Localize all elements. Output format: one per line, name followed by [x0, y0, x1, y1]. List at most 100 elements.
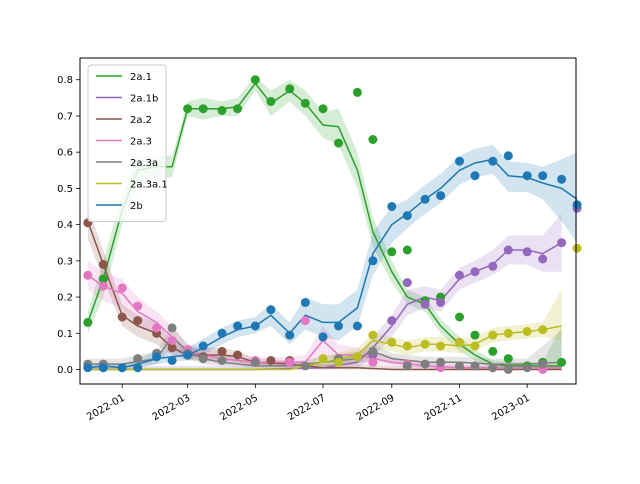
point-2b	[572, 200, 582, 210]
point-2a-1	[266, 97, 276, 106]
point-2a-2	[133, 316, 143, 326]
legend-label-2a-3a-1: 2a.3a.1	[130, 180, 168, 191]
y-tick-label: 0.1	[57, 329, 73, 340]
point-2a-3	[152, 323, 162, 333]
point-2a-3	[368, 357, 378, 367]
point-2b	[318, 332, 328, 342]
point-2a-3a	[217, 356, 227, 365]
point-2a-3a	[522, 363, 532, 373]
point-2a-3a-1	[334, 357, 343, 367]
point-2a-3a-1	[402, 341, 412, 351]
point-2a-3a	[503, 365, 513, 374]
point-2b	[488, 156, 498, 166]
y-axis: 0.0 0.1 0.2 0.3 0.4 0.5 0.6 0.7 0.8	[57, 75, 80, 376]
legend-label-2a-3a: 2a.3a	[130, 158, 158, 169]
point-2b	[402, 211, 412, 221]
point-2a-1b	[488, 261, 498, 271]
y-tick-label: 0.6	[57, 148, 73, 159]
point-2a-1b	[436, 298, 446, 307]
band-2a-1	[87, 76, 562, 370]
point-2b	[420, 194, 430, 204]
point-2a-1	[488, 346, 498, 356]
point-2a-3a	[455, 361, 464, 371]
point-2a-1	[318, 104, 328, 114]
point-2b	[152, 352, 162, 362]
point-2a-3a-1	[503, 328, 513, 338]
y-tick-label: 0.2	[57, 293, 73, 304]
point-2a-1	[352, 87, 362, 97]
band-2a-3	[87, 260, 562, 370]
point-2a-3a	[470, 361, 480, 371]
point-2a-3a	[198, 354, 208, 364]
point-2a-1	[183, 104, 193, 114]
point-2a-1	[387, 247, 397, 257]
point-2a-1	[557, 357, 567, 367]
point-2a-3	[133, 301, 143, 311]
point-2b	[98, 363, 108, 373]
point-2a-1	[198, 104, 208, 114]
point-2b	[538, 171, 548, 181]
point-2a-1	[217, 106, 227, 115]
point-2b	[233, 321, 243, 331]
point-2a-1b	[538, 254, 548, 264]
point-2a-3	[167, 336, 177, 345]
point-2a-3a	[538, 359, 548, 369]
point-2b	[117, 363, 127, 373]
point-2a-2	[233, 350, 243, 360]
legend-label-2a-1b: 2a.1b	[130, 94, 158, 105]
point-2a-1b	[470, 267, 480, 277]
point-2a-1	[250, 75, 260, 85]
point-2a-3a-1	[420, 339, 430, 349]
point-2a-1	[98, 274, 108, 284]
point-2a-1	[233, 104, 243, 114]
point-2a-3a-1	[368, 330, 378, 340]
point-2a-3a-1	[470, 341, 480, 351]
y-tick-label: 0.4	[57, 220, 73, 231]
point-2a-3	[117, 283, 127, 293]
point-2a-3a	[488, 363, 498, 373]
point-2b	[557, 174, 567, 184]
point-2b	[470, 171, 480, 181]
point-2a-1	[470, 330, 480, 340]
point-2a-1b	[557, 238, 567, 248]
point-2a-1	[368, 135, 378, 144]
point-2a-3a	[402, 361, 412, 371]
point-2a-1	[83, 317, 93, 327]
point-2a-1b	[387, 316, 397, 326]
point-2b	[83, 363, 93, 373]
point-2a-2	[266, 356, 276, 365]
point-2b	[522, 171, 532, 181]
point-2b	[334, 321, 343, 331]
legend-label-2b: 2b	[130, 201, 143, 212]
point-2a-3a	[133, 354, 143, 364]
point-2b	[133, 363, 143, 373]
point-2a-3a-1	[572, 243, 582, 253]
point-2b	[198, 341, 208, 351]
legend-label-2a-3: 2a.3	[130, 137, 152, 148]
point-2a-3a-1	[387, 337, 397, 347]
point-2a-3	[285, 357, 295, 367]
point-2b	[285, 330, 295, 340]
point-2a-1	[334, 138, 343, 148]
point-2a-3a-1	[436, 341, 446, 351]
point-2a-1	[503, 354, 513, 364]
point-2b	[250, 321, 260, 331]
point-2b	[455, 156, 464, 166]
point-2b	[167, 356, 177, 365]
y-tick-label: 0.5	[57, 184, 73, 195]
point-2a-3	[83, 270, 93, 280]
series-points	[83, 75, 582, 374]
point-2b	[266, 305, 276, 315]
y-tick-label: 0.8	[57, 75, 73, 86]
point-2a-3a-1	[352, 352, 362, 362]
point-2a-2	[117, 312, 127, 322]
plot-frame	[79, 57, 577, 385]
point-2a-3a-1	[318, 354, 328, 364]
band-2b	[87, 144, 578, 370]
point-2a-2	[167, 343, 177, 353]
point-2a-3a	[250, 357, 260, 367]
point-2a-1	[300, 98, 310, 108]
point-2a-3a-1	[538, 325, 548, 335]
